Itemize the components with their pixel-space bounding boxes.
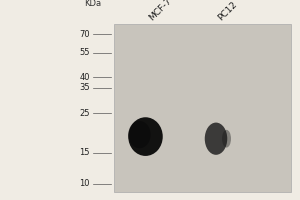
- Text: 25: 25: [80, 109, 90, 118]
- Text: MCF-7: MCF-7: [147, 0, 173, 22]
- Text: 55: 55: [80, 48, 90, 57]
- Text: 70: 70: [80, 30, 90, 39]
- Text: 15: 15: [80, 148, 90, 157]
- Text: 40: 40: [80, 73, 90, 82]
- Text: 10: 10: [80, 179, 90, 188]
- Ellipse shape: [128, 121, 151, 148]
- Text: PC12: PC12: [216, 0, 239, 22]
- Bar: [114, 24, 291, 192]
- Ellipse shape: [222, 130, 231, 148]
- Text: KDa: KDa: [84, 0, 101, 8]
- Ellipse shape: [205, 123, 227, 155]
- Ellipse shape: [128, 117, 163, 156]
- Text: 35: 35: [80, 83, 90, 92]
